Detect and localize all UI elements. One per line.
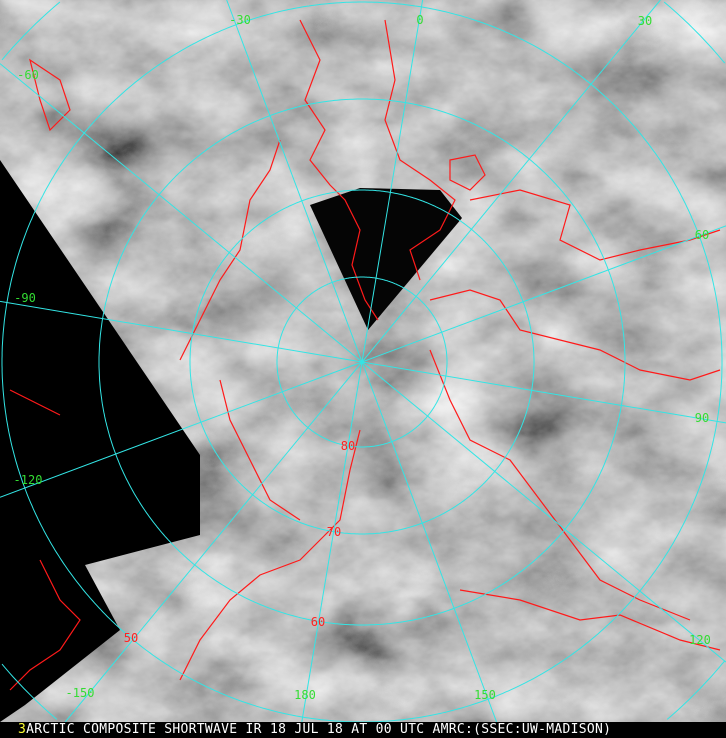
meridian-line [361,361,726,663]
latitude-circle-40 [663,1,726,64]
longitude-label: 0 [416,13,423,27]
latitude-circle-50 [1,1,723,722]
latitude-label: 70 [327,525,341,539]
meridian-line [361,0,424,363]
no-data-region-wedge [310,188,462,330]
polar-map: -30 0 30 60 90 120 150 180 -150 -120 -90 -60 80 70 60 5… [0,0,726,722]
graticule [0,0,726,722]
longitude-label: -30 [229,13,251,27]
latitude-circle-70 [189,189,535,535]
image-caption: 3ARCTIC COMPOSITE SHORTWAVE IR 18 JUL 18… [0,722,726,738]
coastline-path [449,154,486,191]
coastline-path [9,559,81,691]
meridian-line [361,361,498,722]
graticule-labels: -30 0 30 60 90 120 150 180 -150 -120 -90 -60 80 70 60 5… [14,13,711,702]
longitude-label: -120 [14,473,43,487]
longitude-label: -60 [17,68,39,82]
latitude-label: 60 [311,615,325,629]
meridian-line [64,361,363,722]
latitude-circle-60 [98,98,626,626]
coastline-path [29,58,71,132]
meridian-line [361,225,726,363]
coastline-path [219,379,301,521]
longitude-label: -150 [66,686,95,700]
longitude-label: 90 [695,411,709,425]
latitude-label: 50 [124,631,138,645]
meridian-line [361,0,661,363]
meridian-line [301,361,363,722]
meridian-line [226,0,363,363]
longitude-label: 60 [695,228,709,242]
coastline-path [469,189,721,261]
meridian-line [0,63,363,363]
coastlines [9,19,721,691]
meridian-line [361,361,726,424]
coastline-path [459,589,721,651]
meridian-line [0,300,363,363]
longitude-label: 30 [638,14,652,28]
coastline-path [179,139,281,361]
coastline-path [429,289,721,381]
latitude-circle-40 [1,1,61,61]
no-data-region-west [0,160,200,722]
latitude-label: 80 [341,439,355,453]
coastline-path [9,389,61,416]
latitude-circle-80 [276,276,448,448]
latitude-circle-40 [666,660,726,720]
latitude-circle-40 [1,663,58,720]
coastline-path [299,19,379,321]
coastline-path [429,349,691,621]
longitude-label: -90 [14,291,36,305]
longitude-label: 180 [294,688,316,702]
frame-number: 3 [18,722,27,737]
coastline-path [179,429,361,681]
longitude-label: 120 [689,633,711,647]
caption-text: ARCTIC COMPOSITE SHORTWAVE IR 18 JUL 18 … [26,722,612,737]
coastline-path [384,19,456,281]
longitude-label: 150 [474,688,496,702]
meridian-line [0,361,363,498]
